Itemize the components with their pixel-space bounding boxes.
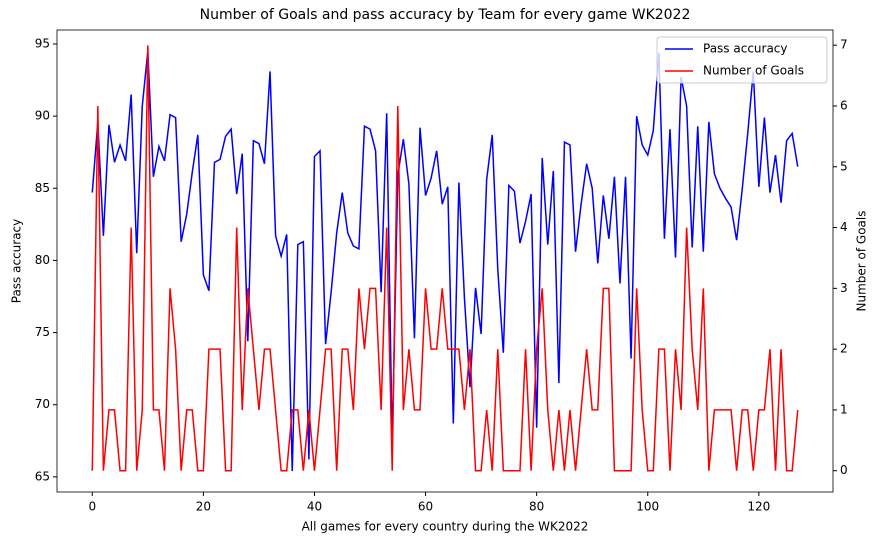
y2-tick-label: 6 (840, 98, 848, 112)
y2-tick-label: 7 (840, 38, 848, 52)
y-tick-label: 75 (35, 325, 50, 339)
x-tick-label: 0 (88, 500, 96, 514)
y2-tick-label: 0 (840, 463, 848, 477)
y-tick-label: 80 (35, 253, 50, 267)
y2-axis-label: Number of Goals (855, 211, 869, 312)
y-tick-label: 85 (35, 181, 50, 195)
y-tick-label: 90 (35, 109, 50, 123)
x-tick-label: 100 (636, 500, 659, 514)
y-tick-label: 95 (35, 36, 50, 50)
x-tick-label: 20 (196, 500, 211, 514)
data-line (91, 45, 799, 472)
x-axis-label: All games for every country during the W… (302, 520, 589, 534)
y2-tick-label: 3 (840, 281, 848, 295)
y2-tick-label: 4 (840, 220, 848, 234)
legend: Pass accuracy Number of Goals (656, 36, 828, 84)
y-axis-label: Pass accuracy (10, 219, 24, 304)
x-tick-label: 80 (529, 500, 544, 514)
legend-label: Pass accuracy (703, 42, 788, 56)
legend-box (656, 36, 828, 84)
x-tick-label: 40 (307, 500, 322, 514)
x-tick-label: 120 (747, 500, 770, 514)
chart-title: Number of Goals and pass accuracy by Tea… (200, 7, 691, 23)
y2-tick-label: 5 (840, 159, 848, 173)
y2-tick-label: 1 (840, 402, 848, 416)
y2-tick-label: 2 (840, 342, 848, 356)
x-tick-label: 60 (418, 500, 433, 514)
legend-label: Number of Goals (703, 64, 804, 78)
plot-frame (56, 29, 834, 493)
y-tick-label: 70 (35, 397, 50, 411)
data-line (91, 51, 799, 472)
y-tick-label: 65 (35, 469, 50, 483)
